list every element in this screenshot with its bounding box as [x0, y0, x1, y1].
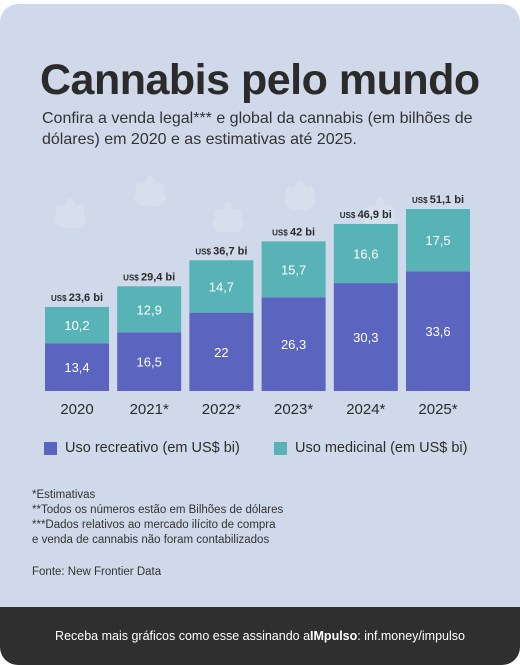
data-label: 26,3: [281, 337, 306, 352]
x-tick-label: 2022*: [202, 401, 241, 418]
data-label: 30,3: [353, 330, 378, 345]
data-label: 15,7: [281, 262, 306, 277]
total-value: 42 bi: [290, 226, 315, 238]
infographic-card: Cannabis pelo mundo Confira a venda lega…: [0, 4, 520, 665]
bar-segment-medicinal: [117, 286, 182, 333]
page-subtitle: Confira a venda legal*** e global da can…: [42, 110, 473, 148]
legend-item-medicinal: Uso medicinal (em US$ bi): [274, 440, 467, 456]
footer-brand: IMpulso: [310, 629, 358, 643]
bar-segment-recreational: [333, 283, 398, 391]
bar-segment-medicinal: [189, 260, 254, 313]
bar-segment-recreational: [261, 297, 326, 391]
legend-label-medicinal: Uso medicinal (em US$ bi): [295, 440, 468, 456]
data-label: 22: [214, 345, 228, 360]
data-label: 16,6: [353, 247, 378, 262]
total-value: 51,1 bi: [430, 194, 464, 206]
source-note: Fonte: New Frontier Data: [32, 566, 162, 578]
footer-banner: Receba mais gráficos como esse assinando…: [0, 607, 520, 665]
bar-segment-recreational: [117, 332, 182, 391]
total-label: US$ 36,7 bi: [195, 245, 247, 257]
bar-segment-recreational: [45, 343, 109, 391]
legend-swatch-recreational: [44, 441, 57, 455]
legend-swatch-medicinal: [274, 441, 287, 455]
x-tick-label: 2023*: [274, 401, 313, 418]
footer-link-text[interactable]: : inf.money/impulso: [357, 629, 465, 643]
total-value: 36,7 bi: [213, 245, 247, 257]
bar-segment-medicinal: [45, 306, 109, 344]
data-label: 13,4: [64, 360, 89, 375]
total-label: US$ 29,4 bi: [123, 271, 175, 283]
data-label: 12,9: [137, 302, 162, 317]
total-label: US$ 46,9 bi: [340, 209, 392, 221]
data-label: 17,5: [425, 233, 450, 248]
total-prefix: US$: [340, 211, 358, 220]
total-value: 46,9 bi: [358, 209, 392, 221]
data-label: 14,7: [209, 279, 234, 294]
total-prefix: US$: [123, 273, 141, 282]
data-label: 33,6: [425, 324, 450, 339]
bar-segment-medicinal: [406, 209, 470, 272]
total-label: US$ 23,6 bi: [51, 292, 103, 304]
data-label: 10,2: [64, 318, 89, 333]
footnote: *Estimativas: [32, 489, 96, 501]
legend-item-recreational: Uso recreativo (em US$ bi): [44, 440, 240, 456]
total-label: US$ 42 bi: [272, 226, 315, 238]
total-prefix: US$: [195, 247, 213, 256]
footer-text: Receba mais gráficos como esse assinando…: [55, 629, 311, 643]
bar-segment-recreational: [189, 312, 254, 391]
footnote: e venda de cannabis não foram contabiliz…: [32, 534, 270, 546]
x-tick-label: 2020: [60, 401, 93, 418]
total-prefix: US$: [272, 228, 290, 237]
total-prefix: US$: [51, 294, 69, 303]
x-tick-label: 2024*: [346, 401, 385, 418]
total-value: 29,4 bi: [141, 271, 175, 283]
page-title: Cannabis pelo mundo: [40, 56, 480, 104]
total-prefix: US$: [412, 196, 430, 205]
legend-label-recreational: Uso recreativo (em US$ bi): [65, 440, 240, 456]
bar-segment-medicinal: [261, 241, 326, 298]
data-label: 16,5: [137, 355, 162, 370]
bar-segment-medicinal: [333, 223, 398, 284]
cannabis-leaf-icon: [211, 202, 245, 233]
footnote: **Todos os números estão em Bilhões de d…: [32, 504, 284, 516]
total-label: US$ 51,1 bi: [412, 194, 464, 206]
stacked-bar-chart: 13,4 10,2 US$ 23,6 bi 2020 16,5 12,9 US$ 29,4 …: [45, 176, 470, 418]
x-tick-label: 2025*: [418, 401, 457, 418]
x-tick-label: 2021*: [130, 401, 169, 418]
bar-segment-recreational: [406, 271, 470, 391]
cannabis-leaf-icon: [53, 198, 87, 229]
footnotes: *Estimativas **Todos os números estão em…: [32, 488, 283, 548]
footnote: ***Dados relativos ao mercado ilícito de…: [32, 519, 276, 531]
total-value: 23,6 bi: [69, 292, 103, 304]
cannabis-leaf-icon: [133, 176, 167, 207]
cannabis-leaf-icon: [283, 180, 317, 211]
